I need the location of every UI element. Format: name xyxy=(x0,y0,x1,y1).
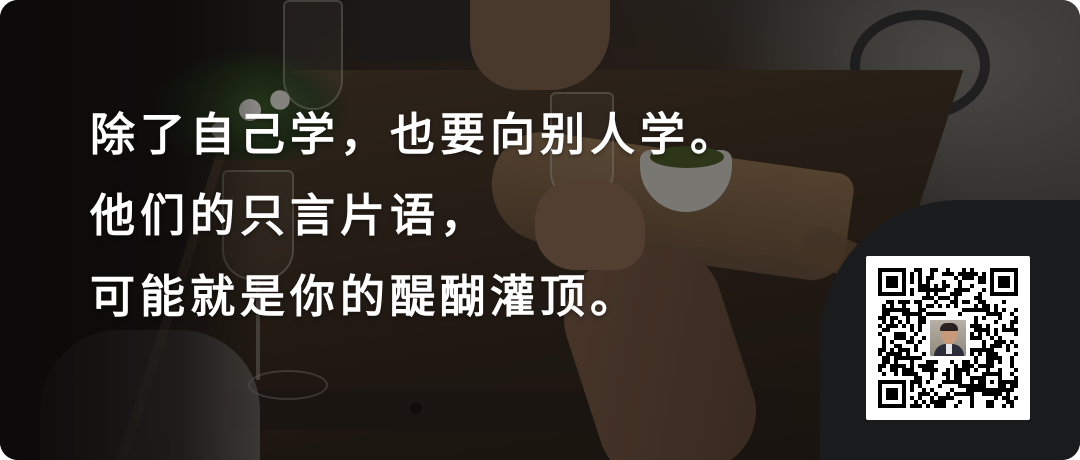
qr-code-icon xyxy=(878,268,1018,408)
hand-shape xyxy=(535,180,645,270)
caption-line-3: 可能就是你的醍醐灌顶。 xyxy=(90,270,641,323)
caption-line-1: 除了自己学，也要向别人学。 xyxy=(90,108,741,161)
quote-caption: 除了自己学，也要向别人学。 他们的只言片语， 可能就是你的醍醐灌顶。 xyxy=(90,112,740,355)
avatar-icon xyxy=(928,318,968,358)
qr-code-card[interactable] xyxy=(866,256,1030,420)
caption-line-2: 他们的只言片语， xyxy=(90,189,491,242)
hand-shape xyxy=(470,0,610,90)
glass-shape xyxy=(283,0,343,110)
